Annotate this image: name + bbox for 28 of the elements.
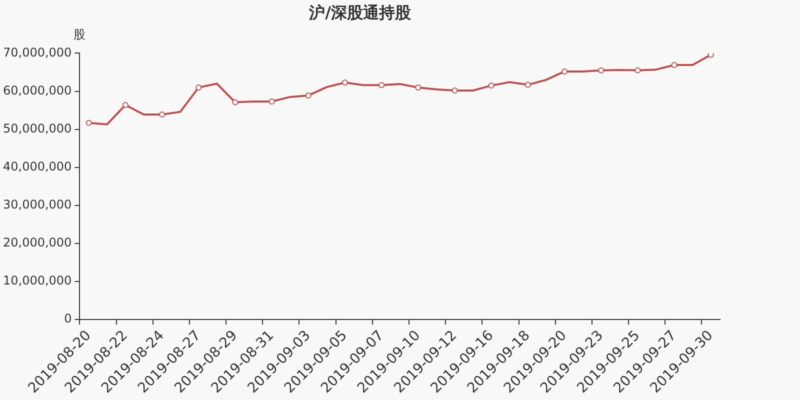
point: [708, 53, 714, 58]
point: [634, 67, 641, 74]
point: [268, 98, 275, 105]
point: [415, 84, 422, 90]
point: [305, 92, 312, 98]
y-tick-label: 60,000,000: [2, 83, 72, 98]
point: [452, 87, 458, 94]
point: [86, 120, 92, 126]
point: [671, 62, 678, 68]
point: [378, 82, 385, 88]
point: [159, 111, 166, 118]
point: [598, 67, 604, 74]
y-tick-label: 0: [64, 312, 72, 326]
point: [342, 80, 348, 86]
y-tick-label: 20,000,000: [2, 236, 72, 250]
y-axis-title: 股: [74, 27, 86, 42]
point: [562, 68, 568, 74]
point: [232, 99, 238, 106]
point: [122, 102, 128, 108]
chart-title: 沪/深股通持股: [308, 2, 412, 22]
y-tick-label: 10,000,000: [2, 274, 72, 288]
y-tick-label: 70,000,000: [2, 45, 72, 60]
y-tick-label: 40,000,000: [2, 159, 72, 174]
y-tick-label: 50,000,000: [2, 121, 72, 136]
point: [524, 82, 531, 88]
point: [488, 82, 494, 89]
y-tick-label: 30,000,000: [2, 198, 72, 212]
point: [196, 84, 202, 90]
